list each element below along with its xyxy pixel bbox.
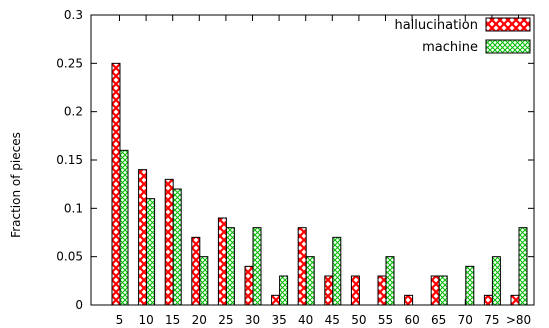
x-tick-label: 40	[298, 313, 313, 327]
bar-machine-25	[225, 227, 235, 306]
bar-machine-30	[252, 227, 262, 306]
bar-machine-40	[305, 256, 315, 306]
bar-hallucination-5	[111, 62, 121, 306]
y-tick-label: 0.25	[56, 56, 83, 70]
bar-machine-20	[199, 256, 209, 306]
x-tick-label: 10	[138, 313, 153, 327]
x-tick-label: 70	[458, 313, 473, 327]
x-tick-label: 25	[218, 313, 233, 327]
bar-hallucination-35	[271, 294, 281, 306]
bar-machine-gt80	[518, 227, 528, 306]
bar-machine-55	[385, 256, 395, 306]
bar-hallucination-50	[350, 275, 360, 306]
bar-machine-10	[146, 198, 156, 306]
x-tick-label: 45	[325, 313, 340, 327]
x-tick-label: 30	[245, 313, 260, 327]
bar-hallucination-20	[191, 236, 201, 306]
bar-hallucination-45	[324, 275, 334, 306]
bar-machine-15	[172, 188, 182, 306]
legend: hallucination machine	[394, 17, 531, 55]
bar-hallucination-55	[377, 275, 387, 306]
y-tick-label: 0.15	[56, 153, 83, 167]
bar-hallucination-gt80	[510, 294, 520, 306]
bar-hallucination-30	[244, 265, 254, 306]
bar-machine-5	[119, 149, 129, 306]
x-tick-label: 65	[431, 313, 446, 327]
x-tick-label: 20	[192, 313, 207, 327]
y-tick-label: 0	[75, 298, 83, 312]
x-tick-label: 50	[351, 313, 366, 327]
x-tick-label: 15	[165, 313, 180, 327]
legend-label-hallucination: hallucination	[394, 18, 478, 33]
bar-hallucination-65	[430, 275, 440, 306]
legend-swatch-machine	[485, 39, 531, 54]
bar-hallucination-40	[297, 227, 307, 306]
y-tick-label: 0.05	[56, 250, 83, 264]
x-tick-label: >80	[506, 313, 531, 327]
y-tick-label: 0.2	[64, 105, 83, 119]
legend-label-machine: machine	[422, 40, 478, 55]
y-axis: 0 0.05 0.1 0.15 0.2 0.25 0.3	[56, 8, 534, 312]
bar-machine-45	[332, 236, 342, 306]
bars	[111, 62, 528, 306]
bar-hallucination-25	[217, 217, 227, 306]
x-tick-label: 75	[484, 313, 499, 327]
bar-hallucination-15	[164, 178, 174, 306]
x-tick-label: 60	[404, 313, 419, 327]
bar-machine-75	[491, 256, 501, 306]
bar-hallucination-75	[483, 294, 493, 306]
bar-hallucination-60	[404, 294, 414, 306]
legend-swatch-hallucination	[485, 17, 531, 32]
bar-machine-65	[438, 275, 448, 306]
y-tick-label: 0.1	[64, 201, 83, 215]
y-tick-label: 0.3	[64, 8, 83, 22]
x-tick-label: 55	[378, 313, 393, 327]
bar-machine-35	[279, 275, 289, 306]
bar-machine-70	[465, 265, 475, 306]
x-axis: 5 10 15 20 25 30 35 40 45 50 55 60 65 70 75 >80	[116, 15, 531, 327]
y-axis-label: Fraction of pieces	[9, 132, 23, 238]
x-tick-label: 35	[271, 313, 286, 327]
bar-hallucination-10	[138, 169, 148, 306]
x-tick-label: 5	[116, 313, 124, 327]
